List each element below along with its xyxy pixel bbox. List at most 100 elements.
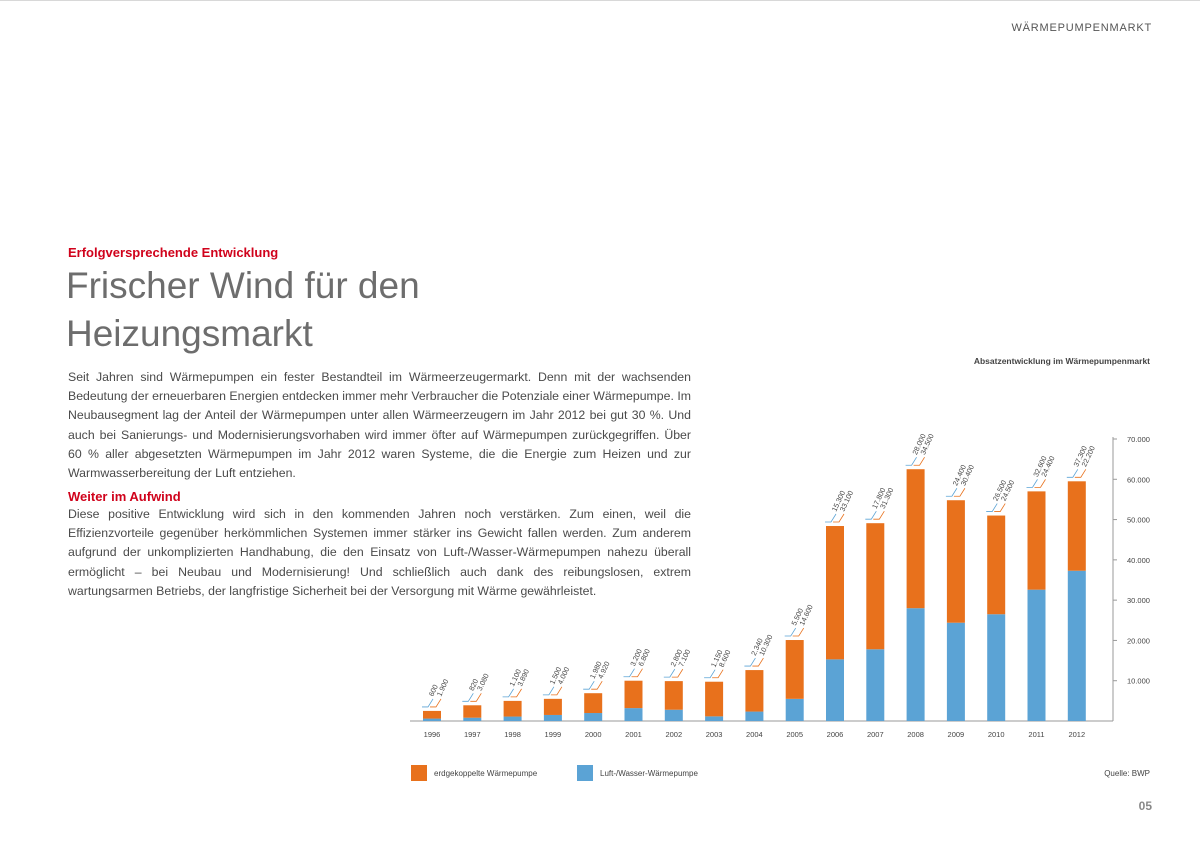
leader-ground bbox=[953, 488, 966, 497]
y-tick-label: 20.000 bbox=[1127, 636, 1150, 645]
section-header: WÄRMEPUMPENMARKT bbox=[1011, 22, 1152, 34]
bar-air-2003 bbox=[705, 716, 724, 721]
leader-air bbox=[865, 510, 877, 520]
bar-ground-2005 bbox=[785, 640, 804, 699]
subheading: Weiter im Aufwind bbox=[68, 489, 181, 504]
bar-ground-2010 bbox=[987, 515, 1006, 615]
page-title: Frischer Wind für den Heizungsmarkt bbox=[66, 262, 420, 358]
leader-air bbox=[704, 669, 716, 679]
leader-ground bbox=[1074, 469, 1087, 478]
bar-ground-2004 bbox=[745, 670, 764, 712]
x-tick-label: 2006 bbox=[827, 730, 844, 739]
y-tick-label: 30.000 bbox=[1127, 596, 1150, 605]
leader-ground bbox=[712, 669, 724, 679]
top-rule bbox=[0, 0, 1200, 1]
x-tick-label: 2011 bbox=[1028, 730, 1044, 739]
bar-ground-1998 bbox=[503, 700, 522, 717]
leader-air bbox=[986, 503, 998, 512]
y-tick-label: 40.000 bbox=[1127, 556, 1150, 565]
x-tick-label: 1999 bbox=[545, 730, 562, 739]
bar-air-1997 bbox=[463, 717, 482, 721]
x-tick-label: 2008 bbox=[907, 730, 924, 739]
bar-air-2005 bbox=[785, 698, 804, 721]
leader-ground bbox=[1034, 479, 1046, 488]
chart-title: Absatzentwicklung im Wärmepumpenmarkt bbox=[973, 356, 1150, 366]
x-tick-label: 1996 bbox=[424, 730, 441, 739]
y-tick-label: 10.000 bbox=[1127, 677, 1150, 686]
leader-ground bbox=[550, 686, 563, 696]
bar-ground-2011 bbox=[1027, 491, 1046, 590]
bar-ground-2008 bbox=[906, 469, 925, 609]
x-tick-label: 1997 bbox=[464, 730, 481, 739]
x-tick-label: 2003 bbox=[706, 730, 723, 739]
x-tick-label: 2010 bbox=[988, 730, 1005, 739]
bar-air-2009 bbox=[946, 622, 965, 721]
x-tick-label: 2001 bbox=[625, 730, 642, 739]
bar-ground-2001 bbox=[624, 680, 643, 709]
body-paragraph: Diese positive Entwicklung wird sich in … bbox=[68, 507, 691, 598]
page-number: 05 bbox=[1138, 799, 1152, 813]
intro-paragraph: Seit Jahren sind Wärmepumpen ein fester … bbox=[68, 370, 691, 481]
leader-ground bbox=[671, 668, 684, 678]
x-tick-label: 2009 bbox=[948, 730, 965, 739]
leader-air bbox=[1066, 469, 1079, 478]
bar-ground-2009 bbox=[946, 500, 965, 623]
kicker: Erfolgversprechende Entwicklung bbox=[68, 245, 279, 260]
leader-air bbox=[905, 457, 917, 466]
bar-air-2004 bbox=[745, 711, 764, 721]
x-tick-label: 2004 bbox=[746, 730, 763, 739]
bar-ground-1997 bbox=[463, 705, 482, 718]
y-tick-label: 50.000 bbox=[1127, 516, 1150, 525]
leader-ground bbox=[994, 503, 1006, 512]
leader-air bbox=[623, 668, 635, 678]
bar-air-2011 bbox=[1027, 589, 1046, 721]
bar-ground-1999 bbox=[543, 698, 562, 715]
leader-air bbox=[1026, 479, 1038, 488]
leader-air bbox=[462, 693, 474, 702]
bar-ground-2000 bbox=[584, 693, 603, 714]
bar-air-1998 bbox=[503, 716, 522, 721]
bar-air-2012 bbox=[1067, 570, 1086, 721]
x-tick-label: 2002 bbox=[665, 730, 682, 739]
legend-label-ground: erdgekoppelte Wärmepumpe bbox=[434, 768, 538, 778]
x-tick-label: 2007 bbox=[867, 730, 884, 739]
leader-air bbox=[583, 680, 595, 690]
legend-swatch-ground bbox=[411, 765, 427, 781]
legend-swatch-air bbox=[577, 765, 593, 781]
leader-ground bbox=[833, 513, 845, 523]
y-tick-label: 70.000 bbox=[1127, 435, 1150, 444]
legend-item-ground: erdgekoppelte Wärmepumpe bbox=[411, 765, 537, 781]
x-tick-label: 2012 bbox=[1068, 730, 1085, 739]
x-tick-label: 2005 bbox=[786, 730, 803, 739]
leader-ground bbox=[913, 457, 925, 466]
bar-air-2007 bbox=[866, 649, 885, 721]
data-label-ground: 1.900 bbox=[435, 678, 451, 698]
leader-ground bbox=[631, 668, 643, 678]
bar-air-2008 bbox=[906, 608, 925, 721]
leader-ground bbox=[752, 657, 764, 667]
leader-ground bbox=[792, 627, 805, 637]
x-tick-label: 1998 bbox=[504, 730, 521, 739]
leader-air bbox=[502, 688, 514, 698]
chart-source: Quelle: BWP bbox=[1104, 769, 1150, 778]
bar-air-2010 bbox=[987, 614, 1006, 721]
leader-air bbox=[945, 488, 958, 497]
title-line-1: Frischer Wind für den bbox=[66, 265, 420, 306]
y-tick-label: 60.000 bbox=[1127, 475, 1150, 484]
bar-air-2006 bbox=[826, 659, 844, 721]
leader-ground bbox=[873, 510, 885, 520]
legend-item-air: Luft-/Wasser-Wärmepumpe bbox=[577, 765, 698, 781]
leader-air bbox=[744, 657, 756, 667]
bar-ground-2002 bbox=[664, 681, 683, 710]
bar-air-2002 bbox=[664, 709, 683, 721]
bar-ground-2007 bbox=[866, 523, 885, 650]
bar-ground-1996 bbox=[423, 710, 441, 719]
bar-ground-2003 bbox=[705, 681, 724, 717]
leader-air bbox=[422, 698, 434, 708]
bar-air-1999 bbox=[543, 714, 562, 721]
bar-air-1996 bbox=[423, 718, 441, 721]
bar-ground-2012 bbox=[1067, 481, 1086, 571]
title-line-2: Heizungsmarkt bbox=[66, 313, 313, 354]
leader-air bbox=[542, 686, 555, 696]
